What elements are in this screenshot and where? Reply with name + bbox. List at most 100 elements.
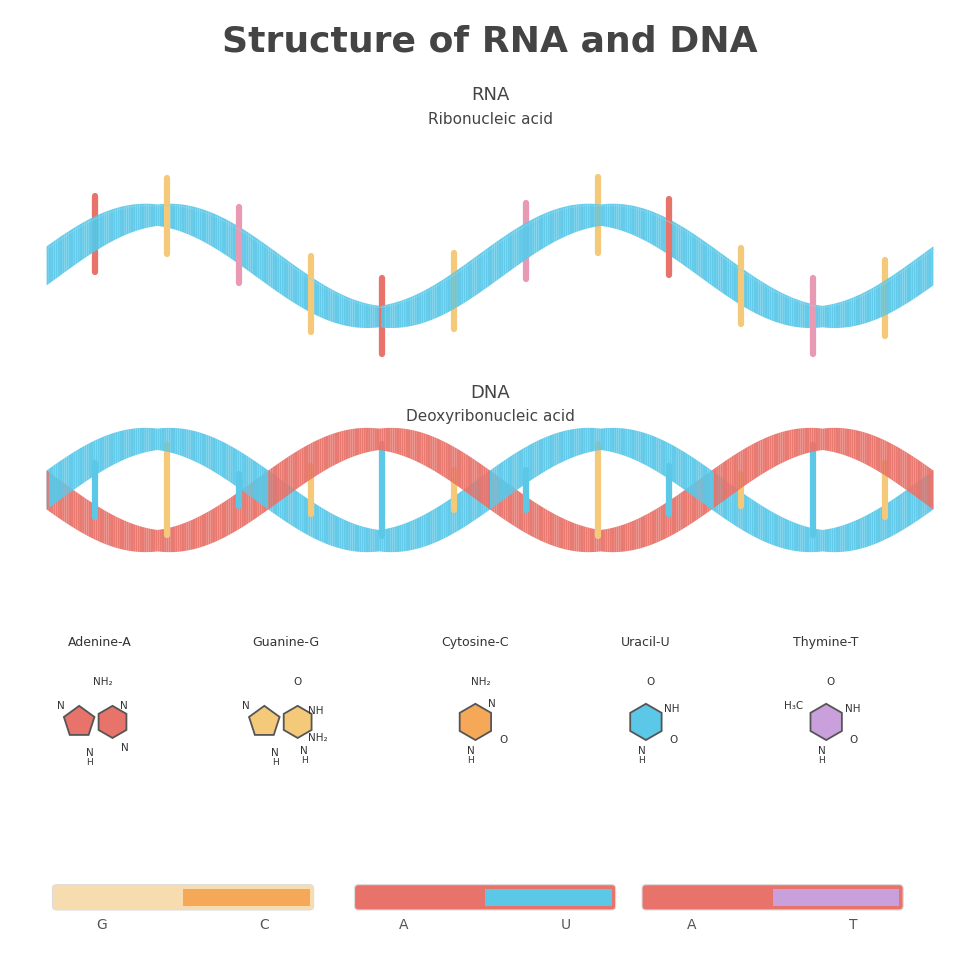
Polygon shape <box>625 523 627 552</box>
Polygon shape <box>146 428 149 452</box>
Polygon shape <box>485 248 488 288</box>
Polygon shape <box>233 223 235 262</box>
Polygon shape <box>681 491 683 530</box>
Polygon shape <box>516 227 518 267</box>
Polygon shape <box>286 457 288 497</box>
Polygon shape <box>377 306 379 327</box>
Polygon shape <box>674 446 676 484</box>
Polygon shape <box>102 213 104 247</box>
Polygon shape <box>257 463 260 503</box>
Polygon shape <box>820 428 822 451</box>
Polygon shape <box>162 204 164 227</box>
Polygon shape <box>915 459 918 498</box>
Polygon shape <box>708 467 710 508</box>
Polygon shape <box>725 480 727 520</box>
Polygon shape <box>767 509 769 544</box>
Polygon shape <box>581 204 583 230</box>
Polygon shape <box>118 207 120 238</box>
Polygon shape <box>725 256 727 296</box>
Polygon shape <box>346 429 348 460</box>
Polygon shape <box>160 529 162 552</box>
Polygon shape <box>483 250 485 290</box>
Text: H: H <box>467 756 474 765</box>
Polygon shape <box>743 493 745 531</box>
Polygon shape <box>443 502 446 539</box>
Polygon shape <box>787 430 789 461</box>
Polygon shape <box>221 218 224 254</box>
Polygon shape <box>370 528 372 552</box>
Polygon shape <box>120 518 122 550</box>
Polygon shape <box>543 437 546 472</box>
Polygon shape <box>306 273 309 312</box>
Polygon shape <box>313 441 315 478</box>
Polygon shape <box>370 428 372 452</box>
Polygon shape <box>685 228 687 268</box>
Polygon shape <box>825 428 827 451</box>
Polygon shape <box>564 207 565 237</box>
Polygon shape <box>360 302 362 328</box>
Polygon shape <box>306 445 309 482</box>
Text: N: N <box>638 746 646 757</box>
Text: H₃C: H₃C <box>784 701 804 710</box>
Polygon shape <box>862 516 864 548</box>
Polygon shape <box>56 477 58 517</box>
Polygon shape <box>876 509 878 544</box>
Polygon shape <box>260 475 262 515</box>
Polygon shape <box>242 228 244 268</box>
Polygon shape <box>805 428 807 454</box>
Polygon shape <box>898 270 900 309</box>
Polygon shape <box>381 305 383 327</box>
Text: O: O <box>826 676 835 687</box>
Polygon shape <box>634 519 636 550</box>
Polygon shape <box>521 449 523 487</box>
Polygon shape <box>457 493 459 531</box>
Polygon shape <box>803 525 805 552</box>
Polygon shape <box>903 491 905 530</box>
Polygon shape <box>565 430 567 461</box>
Polygon shape <box>434 437 437 472</box>
Polygon shape <box>654 436 657 471</box>
Polygon shape <box>481 475 483 515</box>
Polygon shape <box>362 428 364 454</box>
Polygon shape <box>716 250 718 290</box>
Polygon shape <box>372 305 374 328</box>
Polygon shape <box>321 283 323 318</box>
Polygon shape <box>215 214 218 250</box>
Text: O: O <box>850 735 858 745</box>
Polygon shape <box>353 428 355 457</box>
Polygon shape <box>838 428 840 454</box>
Polygon shape <box>390 527 392 552</box>
Polygon shape <box>592 528 594 552</box>
Polygon shape <box>840 525 843 552</box>
Polygon shape <box>590 428 592 452</box>
Polygon shape <box>439 280 441 317</box>
Polygon shape <box>413 430 415 461</box>
Polygon shape <box>873 286 876 320</box>
Text: H: H <box>86 758 93 766</box>
Polygon shape <box>798 428 801 456</box>
Polygon shape <box>534 218 537 254</box>
Polygon shape <box>446 501 448 538</box>
Polygon shape <box>882 505 885 541</box>
Polygon shape <box>455 495 457 533</box>
Text: Adenine-A: Adenine-A <box>69 635 132 649</box>
Polygon shape <box>446 276 448 314</box>
Polygon shape <box>674 496 676 534</box>
Polygon shape <box>581 525 583 552</box>
Polygon shape <box>388 304 390 328</box>
Polygon shape <box>661 439 662 475</box>
Polygon shape <box>146 204 149 228</box>
Polygon shape <box>264 467 267 508</box>
Polygon shape <box>304 446 306 484</box>
Polygon shape <box>206 435 209 468</box>
Polygon shape <box>504 460 506 500</box>
Text: G: G <box>97 918 108 932</box>
Text: N: N <box>120 701 127 710</box>
Polygon shape <box>667 442 669 479</box>
Polygon shape <box>77 449 80 487</box>
Polygon shape <box>100 213 102 248</box>
Polygon shape <box>838 302 840 328</box>
Polygon shape <box>829 428 831 452</box>
Polygon shape <box>550 211 552 244</box>
Polygon shape <box>230 221 233 260</box>
